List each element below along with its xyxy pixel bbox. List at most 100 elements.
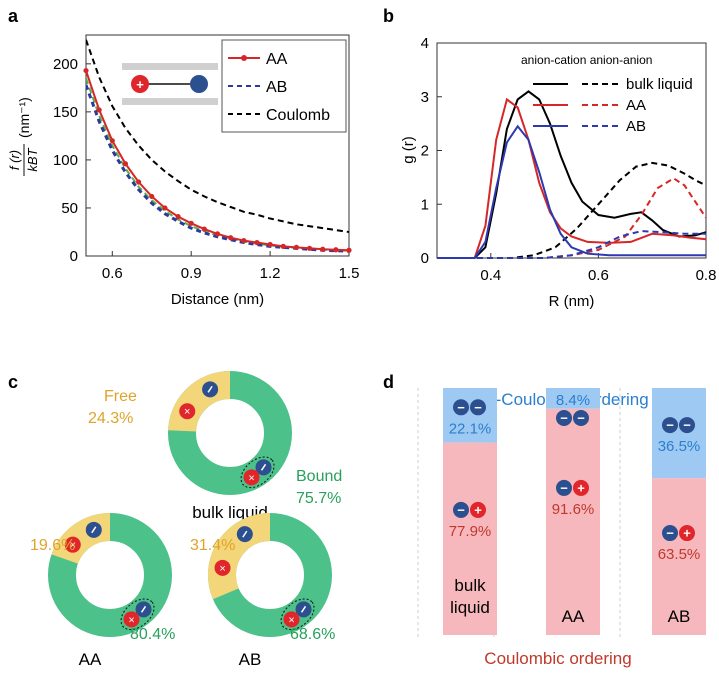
panel-c-ring-AA-bound-cation-icon — [123, 611, 140, 628]
panel-a-ylabel: f (r) kBT (nm⁻¹) — [7, 97, 40, 176]
panel-d-bar-AA-c-cation-icon — [573, 479, 589, 496]
panel-a-series-aa-point — [306, 245, 313, 251]
panel-d-bar-AB-category-label: AB — [668, 607, 691, 626]
panel-b-legend-label: AA — [626, 97, 646, 114]
panel-c-ring-AA-bound-cross-icon: × — [128, 614, 134, 626]
panel-a-series-aa-point — [149, 193, 155, 200]
panel-b-ytick-label: 2 — [421, 143, 429, 160]
panel-label-d: d — [383, 372, 394, 392]
panel-d-bar-AB-c-plus-icon: + — [683, 526, 691, 541]
panel-a-series-aa-point — [346, 247, 352, 253]
panel-c-ring-AA-free-cross-icon: × — [70, 540, 76, 552]
panel-a-plot-frame — [85, 34, 350, 257]
panel-d-bar-bulk-liquid-nc-minus-icon: − — [474, 400, 482, 415]
panel-d-bar-AB: − −36.5%− +63.5%AB — [652, 388, 706, 635]
panel-d-bar-bulk-liquid-c-cation-icon — [470, 501, 486, 518]
panel-a-xtick-label: 0.9 — [181, 265, 202, 282]
panel-a-series-aa-point — [201, 226, 207, 232]
panel-d-bottom-title: Coulombic ordering — [484, 649, 631, 668]
panel-a-ytick-label: 200 — [53, 56, 78, 73]
panel-a-inset-top-wall — [122, 63, 218, 70]
panel-a-series-aa-point — [83, 67, 89, 74]
panel-d-bar-AB-coulombic-label: 63.5% — [658, 546, 701, 563]
panel-d-bar-bulk-liquid-nc-minus-icon: − — [457, 400, 465, 415]
panel-d-bar-bulk-liquid-category-label: bulk — [454, 576, 486, 595]
panel-a-legend-marker — [241, 55, 247, 61]
panel-d-bar-AA-nc-anion-icon — [556, 410, 572, 426]
panel-c-ring-bulk-liquid-bound-percent: 75.7% — [296, 490, 341, 507]
panel-c-ring-AB-bound-pair-outline — [280, 598, 315, 631]
panel-c-ring-AA-bound-pair-outline — [120, 598, 155, 631]
panel-c-ring-AB-free-cross-icon: × — [219, 563, 225, 575]
panel-d-bar-bulk-liquid-non-coulombic-segment — [443, 388, 497, 443]
panel-c-ring-AB-free-percent: 31.4% — [190, 537, 235, 554]
panel-c-ring-bulk-liquid-free-percent: 24.3% — [88, 410, 133, 427]
panel-b-legend-header: anion-cation anion-anion — [521, 53, 652, 67]
panel-d-bar-AA-c-plus-icon: + — [577, 480, 585, 495]
panel-b-ylabel: g (r) — [400, 136, 417, 164]
panel-a-inset-bottom-wall — [122, 98, 218, 105]
panel-d-bar-AA-nc-minus-icon: − — [577, 411, 585, 426]
panel-d-bar-bulk-liquid-c-plus-icon: + — [474, 502, 482, 517]
panel-d-bar-bulk-liquid-category-label: liquid — [450, 598, 490, 617]
panel-a-ytick-label: 50 — [61, 200, 78, 217]
panel-c-ring-AB-free-cation-icon — [214, 559, 231, 576]
panel-d-bar-AA-c-minus-icon: − — [560, 480, 568, 495]
panel-a-series-aa-point — [122, 161, 129, 167]
panel-a-xtick-label: 0.6 — [102, 265, 123, 282]
panel-a-ylabel-unit: (nm⁻¹) — [16, 97, 32, 138]
panel-label-a: a — [8, 6, 19, 26]
panel-d-bar-AB-nc-anion-icon — [679, 417, 695, 434]
panel-c-ring-AB-free-slash-icon — [242, 530, 248, 538]
panel-b-legend-label: bulk liquid — [626, 76, 693, 93]
panel-d-bar-AB-c-anion-icon — [662, 525, 678, 542]
panel-d-bar-AA-category-label: AA — [562, 607, 585, 626]
panel-d-bar-bulk-liquid-non-coulombic-label: 22.1% — [449, 420, 492, 437]
panel-c-ring-bulk-liquid-bound-cross-icon: × — [248, 472, 254, 484]
panel-a-xtick-label: 1.2 — [260, 265, 281, 282]
panel-b-series-AB-anion-cation — [437, 124, 706, 259]
panel-c-ring-bulk-liquid: ×× — [168, 370, 292, 495]
panel-a-inset-cation-icon — [131, 75, 149, 93]
panel-a-series-aa-point — [254, 239, 260, 246]
panel-a-series-aa-point — [175, 214, 181, 220]
panel-a-series-aa-point — [109, 138, 115, 144]
panel-a-series-aa-point — [293, 244, 299, 250]
panel-b-ytick-label: 3 — [421, 89, 429, 106]
panel-d-bar-AA-c-anion-icon — [556, 479, 572, 496]
panel-b-legend: anion-cation anion-anion bulk liquid AA AB — [521, 53, 693, 135]
panel-a-series-aa-point — [280, 243, 286, 249]
panel-c-ring-AB-bound-percent: 68.6% — [290, 626, 335, 643]
panel-c-free-label: Free — [104, 388, 137, 405]
panel-a-ylabel-denominator: kBT — [25, 147, 40, 171]
panel-a-legend-label: AB — [266, 79, 287, 96]
panel-b-series-bulk-liquid-anion-anion — [437, 161, 707, 259]
panel-d-bar-AB-non-coulombic-segment — [652, 388, 706, 479]
panel-d-bar-AB-non-coulombic-label: 36.5% — [658, 438, 701, 455]
panel-c-ring-AA-bound-slash-icon — [140, 605, 147, 613]
panel-c-ring-AB-bound-cross-icon: × — [288, 614, 294, 626]
panel-d-bar-AB-nc-minus-icon: − — [666, 418, 674, 433]
panel-a-series-aa-point — [162, 205, 168, 211]
panel-d-bar-bulk-liquid-nc-anion-icon — [470, 399, 486, 416]
panel-a-inset-schematic: + — [122, 63, 218, 105]
panel-d-bar-AA-nc-minus-icon: − — [560, 411, 568, 426]
panel-c-ring-AA-free-cation-icon — [64, 536, 81, 553]
panel-c-ring-AA-bound-percent: 80.4% — [130, 626, 175, 643]
panel-d-bar-AB-nc-anion-icon — [662, 417, 678, 434]
panel-c-ring-AB-label: AB — [239, 650, 262, 669]
panel-d-bar-AA-non-coulombic-segment — [546, 388, 600, 409]
panel-c-ring-bulk-liquid-free-cation-icon — [179, 403, 196, 420]
panel-c-ring-bulk-liquid-bound-slash-icon — [260, 463, 267, 471]
panel-d-bar-AA-nc-anion-icon — [573, 410, 589, 426]
panel-b-ytick-label: 1 — [421, 196, 429, 213]
panel-a-legend-label: Coulomb — [266, 107, 330, 124]
panel-label-b: b — [383, 6, 394, 26]
panel-d-bar-AB-c-cation-icon — [679, 525, 695, 542]
panel-c-ring-AA-free-slash-icon — [91, 526, 97, 534]
panel-b-ytick-label: 4 — [421, 35, 429, 52]
panel-c-ring-AB-bound-slash-icon — [300, 605, 307, 613]
panel-a-series-aa-point — [136, 179, 142, 185]
